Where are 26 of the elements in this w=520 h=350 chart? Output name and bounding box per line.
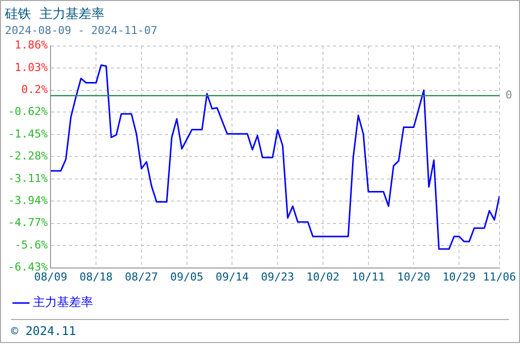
legend-label: 主力基差率	[33, 295, 93, 310]
y-tick-label: -5.6%	[14, 238, 48, 252]
y-tick-label: -1.45%	[8, 127, 48, 140]
x-tick-label: 08/27	[124, 270, 158, 284]
ref-line-label: 0	[505, 88, 512, 102]
text: © 2024.11	[11, 324, 76, 338]
y-tick-label: 1.86%	[14, 38, 48, 52]
x-tick-label: 09/23	[261, 270, 294, 284]
y-tick-label: 0.2%	[21, 83, 48, 96]
x-tick-label: 09/14	[216, 270, 250, 284]
y-tick-label: -3.11%	[8, 172, 48, 185]
x-tick-label: 10/02	[306, 270, 340, 284]
y-tick-label: -3.94%	[8, 194, 48, 207]
chart-title: 硅铁 主力基差率	[4, 6, 104, 22]
x-tick-label: 08/09	[34, 270, 68, 284]
chart-subtitle: 2024-08-09 - 2024-11-07	[5, 24, 158, 38]
x-tick-label: 11/06	[482, 270, 516, 284]
x-tick-label: 10/20	[397, 270, 430, 284]
y-tick-label: -4.77%	[8, 216, 48, 230]
y-tick-label: 1.03%	[14, 60, 48, 74]
x-tick-label: 09/05	[170, 270, 204, 284]
x-tick-label: 10/29	[442, 270, 476, 284]
x-tick-label: 08/18	[80, 270, 113, 284]
y-tick-label: -2.28%	[8, 150, 48, 163]
y-tick-label: -0.62%	[8, 105, 48, 118]
x-tick-label: 10/11	[352, 270, 385, 284]
